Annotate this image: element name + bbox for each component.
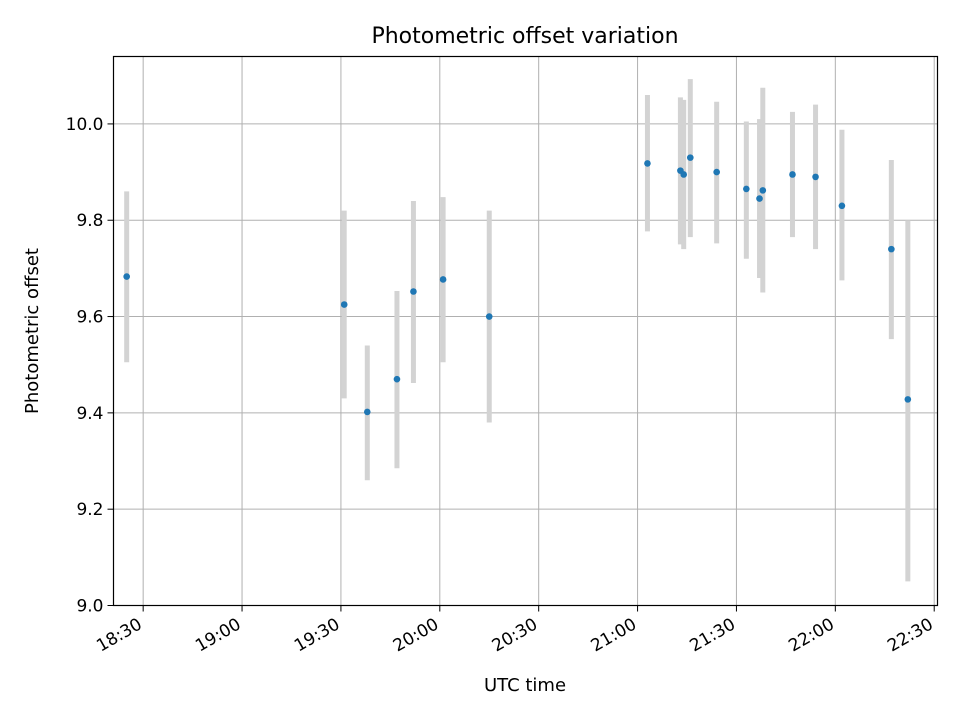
data-point [363, 408, 371, 416]
data-point [123, 273, 130, 280]
plot-frame [112, 55, 939, 607]
data-point [713, 168, 720, 176]
data-point [687, 154, 694, 161]
data-point [410, 288, 417, 295]
x-axis-label: UTC time [484, 675, 566, 696]
data-point [393, 375, 401, 383]
y-tick-label: 9.0 [76, 597, 103, 617]
y-tick-label: 9.8 [76, 211, 103, 231]
y-axis-label: Photometric offset [22, 248, 43, 414]
data-point [340, 301, 348, 308]
y-tick-label: 9.6 [76, 308, 103, 328]
data-point [888, 245, 895, 253]
data-point [812, 173, 819, 181]
data-point [485, 313, 493, 320]
data-point [743, 185, 750, 193]
y-tick-label: 10.0 [66, 115, 104, 135]
data-point [439, 276, 447, 283]
chart-title: Photometric offset variation [371, 24, 678, 49]
data-point [789, 171, 796, 178]
data-point [838, 202, 846, 210]
y-tick-label: 9.2 [76, 500, 103, 520]
data-point [756, 195, 763, 202]
data-point [904, 396, 912, 403]
data-point [680, 171, 688, 178]
data-point [759, 187, 767, 194]
data-point [644, 160, 651, 167]
y-axis-ticks: 9.0 9.2 9.4 9.6 9.8 10.0 [66, 115, 114, 617]
y-tick-label: 9.4 [76, 404, 103, 424]
data-points [123, 154, 912, 416]
